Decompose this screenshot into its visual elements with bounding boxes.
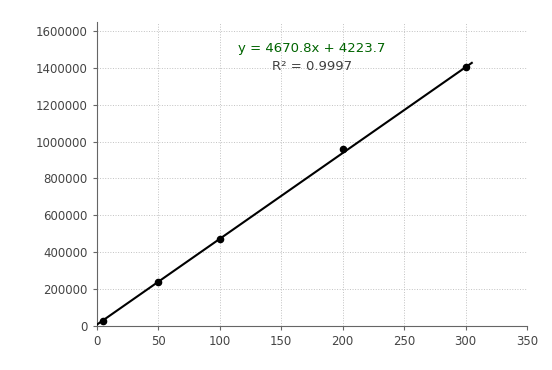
Text: R² = 0.9997: R² = 0.9997	[272, 60, 352, 73]
Point	[153, 279, 162, 285]
Point	[98, 317, 107, 323]
Text: y = 4670.8x + 4223.7: y = 4670.8x + 4223.7	[238, 41, 385, 55]
Point	[338, 147, 347, 152]
Point	[461, 64, 470, 70]
Point	[215, 236, 224, 242]
